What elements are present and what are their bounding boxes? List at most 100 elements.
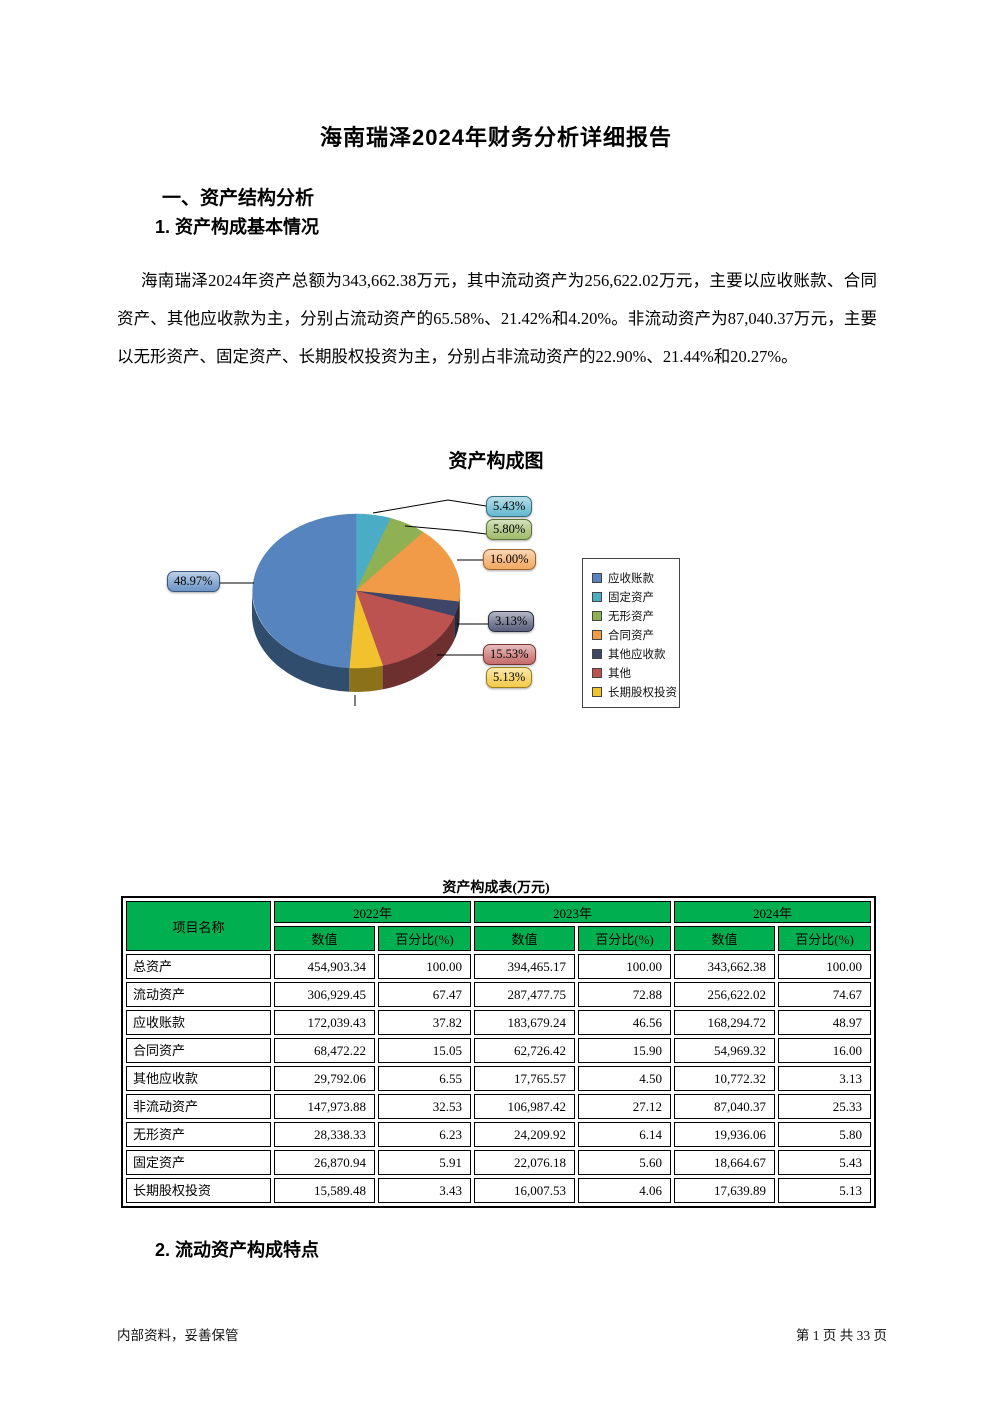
table-cell-value: 15,589.48: [274, 1178, 375, 1203]
table-row: 非流动资产 147,973.88 32.53 106,987.42 27.12 87,04…: [126, 1094, 872, 1119]
table-cell-value: 24,209.92: [474, 1122, 576, 1147]
table-cell-value: 54,969.32: [674, 1038, 776, 1063]
table-cell-value: 343,662.38: [674, 954, 776, 979]
table-row: 长期股权投资 15,589.48 3.43 16,007.53 4.06 17,639.8…: [126, 1178, 872, 1203]
table-cell-value: 22,076.18: [474, 1150, 576, 1175]
table-row: 流动资产 306,929.45 67.47 287,477.75 72.88 256,62…: [126, 982, 872, 1007]
table-cell-value: 287,477.75: [474, 982, 576, 1007]
table-cell-value: 4.06: [578, 1178, 672, 1203]
legend-swatch-icon: [592, 686, 602, 697]
table-row: 固定资产 26,870.94 5.91 22,076.18 5.60 18,664.67 5…: [126, 1150, 872, 1175]
col-header-value: 数值: [674, 926, 776, 951]
legend-swatch-icon: [592, 591, 602, 602]
table-cell-value: 100.00: [778, 954, 872, 979]
table-cell-item: 流动资产: [126, 982, 271, 1007]
asset-composition-chart: 资产构成图 5.43% 5.80% 16.00% 3.13% 15.53% 5.13% 48…: [117, 443, 875, 735]
table-cell-value: 5.91: [378, 1150, 472, 1175]
legend-item: 其他应收款: [592, 644, 679, 663]
table-cell-value: 256,622.02: [674, 982, 776, 1007]
table-cell-item: 合同资产: [126, 1038, 271, 1063]
table-cell-value: 17,765.57: [474, 1066, 576, 1091]
table-cell-item: 固定资产: [126, 1150, 271, 1175]
col-header-2022: 2022年: [274, 901, 472, 923]
table-cell-value: 19,936.06: [674, 1122, 776, 1147]
table-cell-value: 87,040.37: [674, 1094, 776, 1119]
table-cell-value: 26,870.94: [274, 1150, 375, 1175]
table-cell-value: 25.33: [778, 1094, 872, 1119]
legend-label: 无形资产: [608, 610, 654, 623]
table-caption: 资产构成表(万元): [442, 881, 550, 896]
table-cell-value: 67.47: [378, 982, 472, 1007]
table-cell-value: 394,465.17: [474, 954, 576, 979]
table-cell-value: 62,726.42: [474, 1038, 576, 1063]
chart-legend: 应收账款 固定资产 无形资产 合同资产 其他应收款 其他 长期股权投资: [582, 558, 680, 708]
table-cell-value: 48.97: [778, 1010, 872, 1035]
legend-label: 其他应收款: [608, 648, 666, 661]
table-cell-value: 147,973.88: [274, 1094, 375, 1119]
pie-rim: [349, 665, 383, 692]
col-header-percent: 百分比(%): [778, 926, 872, 951]
table-cell-value: 100.00: [578, 954, 672, 979]
pie-rim: [459, 591, 461, 626]
col-header-percent: 百分比(%): [578, 926, 672, 951]
table-cell-value: 28,338.33: [274, 1122, 375, 1147]
table-cell-value: 5.80: [778, 1122, 872, 1147]
table-cell-value: 6.14: [578, 1122, 672, 1147]
legend-label: 长期股权投资: [608, 686, 677, 699]
table-cell-value: 172,039.43: [274, 1010, 375, 1035]
legend-item: 长期股权投资: [592, 682, 679, 701]
footer-note: 内部资料，妥善保管: [117, 1328, 239, 1343]
section-1-heading: 一、资产结构分析: [162, 188, 315, 209]
intro-paragraph: 海南瑞泽2024年资产总额为343,662.38万元，其中流动资产为256,62…: [117, 271, 877, 366]
table-cell-value: 17,639.89: [674, 1178, 776, 1203]
table-cell-value: 68,472.22: [274, 1038, 375, 1063]
callout-line: [404, 525, 487, 535]
table-header-row-years: 项目名称 2022年 2023年 2024年: [126, 901, 872, 951]
pie-rim: [454, 601, 459, 641]
table-cell-value: 5.60: [578, 1150, 672, 1175]
report-title: 海南瑞泽2024年财务分析详细报告: [320, 125, 672, 150]
callout-line: [372, 499, 487, 514]
table-cell-value: 306,929.45: [274, 982, 375, 1007]
table-cell-item: 无形资产: [126, 1122, 271, 1147]
table-cell-item: 总资产: [126, 954, 271, 979]
table-row: 其他应收款 29,792.06 6.55 17,765.57 4.50 10,772.32…: [126, 1066, 872, 1091]
pie-slice-4: [355, 590, 455, 666]
table-cell-value: 4.50: [578, 1066, 672, 1091]
legend-label: 固定资产: [608, 591, 654, 604]
legend-swatch-icon: [592, 648, 602, 659]
legend-item: 固定资产: [592, 587, 679, 606]
legend-swatch-icon: [592, 610, 602, 621]
table-row: 无形资产 28,338.33 6.23 24,209.92 6.14 19,936.06 5…: [126, 1122, 872, 1147]
table-cell-value: 16.00: [778, 1038, 872, 1063]
table-cell-item: 应收账款: [126, 1010, 271, 1035]
table-row: 应收账款 172,039.43 37.82 183,679.24 46.56 168,29…: [126, 1010, 872, 1035]
table-cell-value: 5.43: [778, 1150, 872, 1175]
legend-swatch-icon: [592, 572, 602, 583]
pie-rim: [252, 591, 350, 692]
table-header-row-sub: 数值 百分比(%) 数值 百分比(%) 数值 百分比(%): [126, 926, 872, 951]
table-cell-item: 其他应收款: [126, 1066, 271, 1091]
footer-page-number: 第 1 页 共 33 页: [795, 1328, 887, 1343]
table-cell-value: 106,987.42: [474, 1094, 576, 1119]
col-header-percent: 百分比(%): [378, 926, 472, 951]
table-cell-value: 72.88: [578, 982, 672, 1007]
col-header-2023: 2023年: [474, 901, 672, 923]
col-header-value: 数值: [474, 926, 576, 951]
table-row: 总资产 454,903.34 100.00 394,465.17 100.00 343,6…: [126, 954, 872, 979]
table-cell-value: 46.56: [578, 1010, 672, 1035]
legend-item: 应收账款: [592, 568, 679, 587]
table-cell-value: 100.00: [378, 954, 472, 979]
col-header-item: 项目名称: [126, 901, 271, 951]
table-cell-value: 6.23: [378, 1122, 472, 1147]
legend-item: 其他: [592, 663, 679, 682]
subsection-2-heading: 2. 流动资产构成特点: [155, 1240, 320, 1260]
table-cell-value: 15.05: [378, 1038, 472, 1063]
table-cell-value: 168,294.72: [674, 1010, 776, 1035]
table-cell-value: 5.13: [778, 1178, 872, 1203]
table-cell-value: 10,772.32: [674, 1066, 776, 1091]
col-header-value: 数值: [274, 926, 375, 951]
table-cell-item: 非流动资产: [126, 1094, 271, 1119]
table-cell-value: 3.43: [378, 1178, 472, 1203]
